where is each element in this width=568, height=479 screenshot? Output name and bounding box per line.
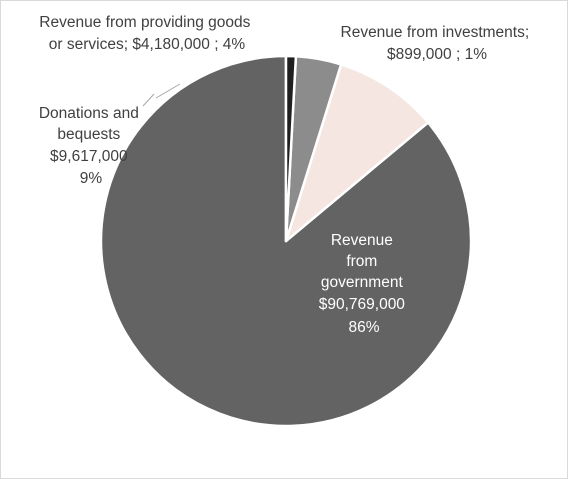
slice-donations: [284, 63, 430, 243]
leader-line-donations-extension: [155, 83, 181, 99]
slice-label-donations: Donations and bequests $9,617,000 9%: [39, 105, 143, 187]
leader-line-donations: [142, 93, 155, 107]
slice-label-government: Revenue from government $90,769,000 86%: [319, 232, 410, 336]
slice-label-investments: Revenue from investments; $899,000 ; 1%: [341, 24, 534, 63]
slice-label-goods-services: Revenue from providing goods or services…: [39, 14, 254, 53]
slice-investments: [284, 54, 298, 243]
